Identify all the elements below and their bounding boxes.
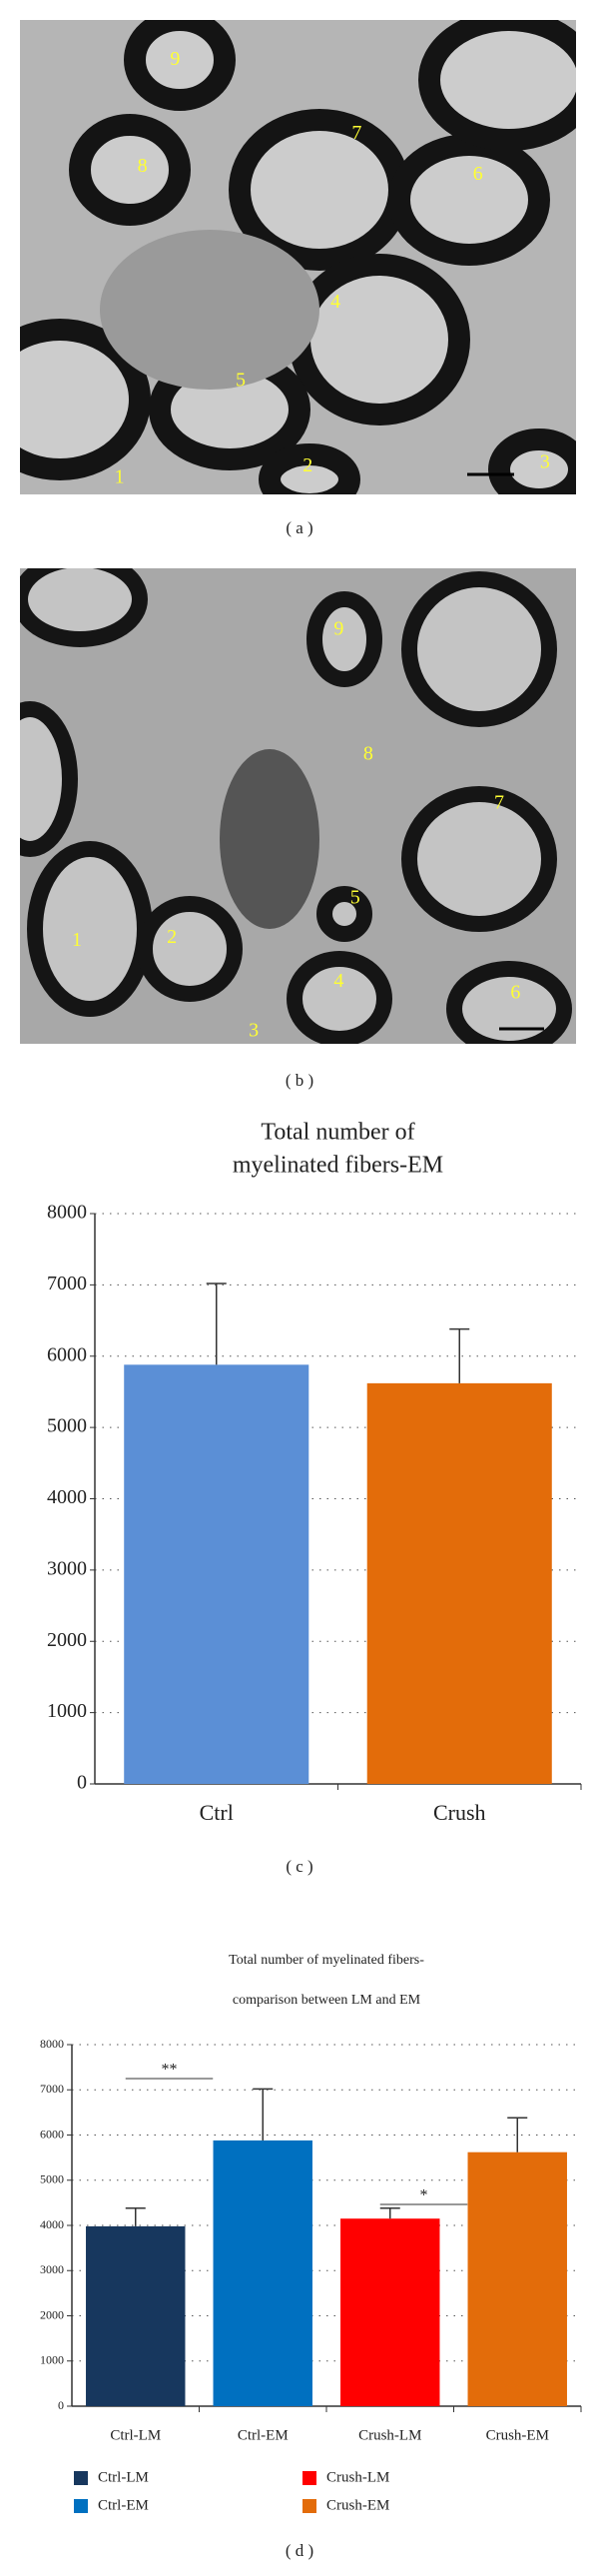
fiber-marker: 1 <box>115 465 125 487</box>
x-tick-label: Crush-LM <box>358 2427 421 2443</box>
fiber-marker: 7 <box>351 122 361 144</box>
fiber-marker: 3 <box>249 1019 259 1041</box>
panel-label: ( b ) <box>286 1071 313 1090</box>
bar <box>213 2140 312 2406</box>
y-tick-label: 0 <box>58 2398 64 2412</box>
y-tick-label: 3000 <box>47 1557 87 1579</box>
fiber-marker: 5 <box>236 370 246 392</box>
fiber-marker: 9 <box>170 48 180 70</box>
fiber-marker: 4 <box>333 970 343 992</box>
fiber-marker: 4 <box>330 291 340 313</box>
micrograph-b <box>20 568 576 1044</box>
fiber-marker: 1 <box>72 929 82 951</box>
y-tick-label: 6000 <box>47 1343 87 1365</box>
significance-label: ** <box>162 2062 178 2079</box>
fiber-marker: 6 <box>510 982 520 1004</box>
y-tick-label: 7000 <box>47 1273 87 1294</box>
bar <box>86 2225 186 2406</box>
fiber-marker: 2 <box>167 926 177 948</box>
panel-label: ( d ) <box>286 2541 313 2560</box>
bar <box>340 2218 440 2406</box>
bar <box>467 2151 567 2406</box>
bar <box>124 1364 309 1784</box>
y-tick-label: 1000 <box>40 2353 64 2367</box>
legend-swatch <box>74 2499 88 2513</box>
panel-label: ( c ) <box>286 1857 312 1876</box>
y-tick-label: 2000 <box>40 2307 64 2321</box>
legend-label: Ctrl-LM <box>98 2469 149 2485</box>
y-tick-label: 7000 <box>40 2082 64 2096</box>
legend-swatch <box>74 2471 88 2485</box>
y-tick-label: 0 <box>77 1772 87 1794</box>
fiber-marker: 3 <box>540 451 550 473</box>
fiber-marker: 6 <box>473 163 483 185</box>
fiber-marker: 9 <box>333 618 343 640</box>
x-tick-label: Crush <box>433 1800 486 1825</box>
y-tick-label: 5000 <box>40 2172 64 2186</box>
y-tick-label: 4000 <box>40 2217 64 2231</box>
fiber-marker: 8 <box>363 742 373 764</box>
panel-label: ( a ) <box>286 518 312 537</box>
y-tick-label: 3000 <box>40 2262 64 2276</box>
x-tick-label: Ctrl-LM <box>110 2427 161 2443</box>
y-tick-label: 5000 <box>47 1415 87 1437</box>
y-tick-label: 1000 <box>47 1700 87 1722</box>
legend-label: Crush-LM <box>326 2469 389 2485</box>
fiber-marker: 5 <box>350 887 360 909</box>
fiber-marker: 8 <box>138 155 148 177</box>
legend-label: Ctrl-EM <box>98 2497 149 2513</box>
chart-title: Total number of myelinated fibers- <box>229 1953 424 1968</box>
y-tick-label: 8000 <box>40 2037 64 2051</box>
significance-label: * <box>420 2187 428 2204</box>
fiber-marker: 7 <box>494 792 504 814</box>
legend-swatch <box>302 2499 316 2513</box>
y-tick-label: 8000 <box>47 1202 87 1224</box>
y-tick-label: 2000 <box>47 1629 87 1651</box>
chart-title: Total number of <box>261 1120 414 1146</box>
chart-title: comparison between LM and EM <box>233 1993 421 2008</box>
micrograph-a <box>20 20 576 494</box>
legend-swatch <box>302 2471 316 2485</box>
fiber-marker: 2 <box>302 454 312 476</box>
bar <box>366 1382 552 1784</box>
chart-title: myelinated fibers-EM <box>233 1153 443 1179</box>
x-tick-label: Ctrl <box>200 1800 234 1825</box>
y-tick-label: 4000 <box>47 1486 87 1508</box>
y-tick-label: 6000 <box>40 2127 64 2141</box>
legend-label: Crush-EM <box>326 2497 389 2513</box>
x-tick-label: Crush-EM <box>486 2427 549 2443</box>
x-tick-label: Ctrl-EM <box>238 2427 289 2443</box>
